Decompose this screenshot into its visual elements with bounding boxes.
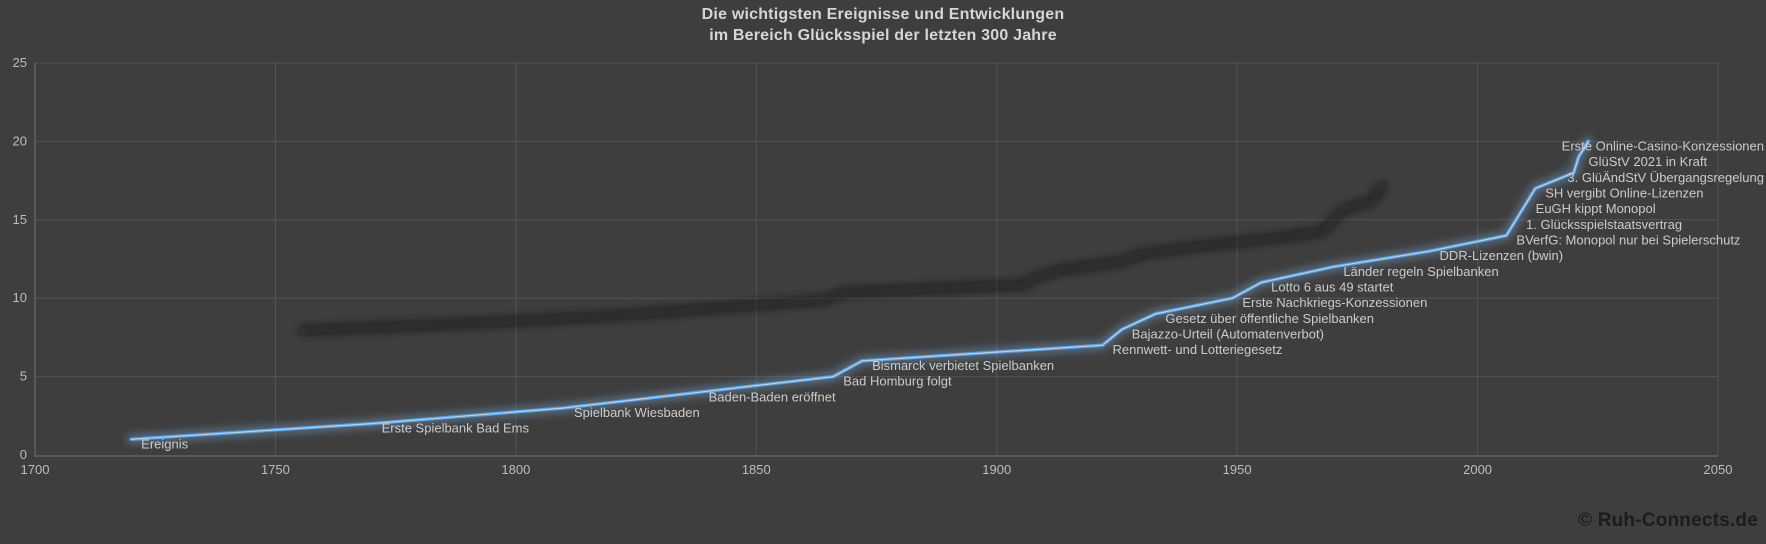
event-label: DDR-Lizenzen (bwin) [1439, 248, 1563, 263]
event-line-core [130, 140, 1589, 440]
event-label: Erste Nachkriegs-Konzessionen [1242, 295, 1427, 310]
chart-title: Die wichtigsten Ereignisse und Entwicklu… [0, 4, 1766, 46]
y-tick-label: 20 [13, 133, 27, 148]
chart-title-line2: im Bereich Glücksspiel der letzten 300 J… [709, 27, 1057, 44]
event-label: SH vergibt Online-Lizenzen [1545, 185, 1703, 200]
event-label: Baden-Baden eröffnet [709, 389, 836, 404]
series-layer [126, 136, 1594, 445]
x-tick-label: 1800 [501, 462, 530, 477]
event-label: Länder regeln Spielbanken [1343, 264, 1498, 279]
event-label: Lotto 6 aus 49 startet [1271, 280, 1394, 295]
event-label: Ereignis [141, 436, 188, 451]
event-label: BVerfG: Monopol nur bei Spielerschutz [1516, 232, 1740, 247]
x-tick-label: 1950 [1223, 462, 1252, 477]
event-label: GlüStV 2021 in Kraft [1589, 154, 1708, 169]
x-tick-label: 2000 [1463, 462, 1492, 477]
event-label: Bajazzo-Urteil (Automatenverbot) [1132, 327, 1324, 342]
event-label: Spielbank Wiesbaden [574, 405, 700, 420]
copyright-credit: © Ruh-Connects.de [1578, 510, 1758, 531]
x-tick-label: 1900 [982, 462, 1011, 477]
event-line-shadow [298, 182, 1387, 334]
axis-tick-layer: 1700 1750 1800 1850 1900 1950 2000 2050 0 5 10 15 20… [13, 55, 1733, 477]
event-label-layer: Ereignis Erste Spielbank Bad Ems Spielbank… [141, 138, 1764, 451]
y-tick-label: 0 [20, 447, 27, 462]
y-tick-label: 25 [13, 55, 27, 70]
event-label: EuGH kippt Monopol [1536, 201, 1656, 216]
chart-title-line1: Die wichtigsten Ereignisse und Entwicklu… [701, 6, 1065, 23]
event-label: Bismarck verbietet Spielbanken [872, 358, 1054, 373]
y-tick-label: 15 [13, 212, 27, 227]
event-label: 3. GlüÄndStV Übergangsregelung [1567, 170, 1764, 185]
event-label: Erste Online-Casino-Konzessionen [1562, 138, 1764, 153]
x-tick-label: 1700 [21, 462, 50, 477]
event-label: Bad Homburg folgt [843, 374, 952, 389]
event-label: Rennwett- und Lotteriegesetz [1113, 342, 1283, 357]
event-label: 1. Glücksspielstaatsvertrag [1526, 217, 1682, 232]
y-tick-label: 5 [20, 369, 27, 384]
event-label: Gesetz über öffentliche Spielbanken [1165, 311, 1374, 326]
x-tick-label: 1850 [742, 462, 771, 477]
x-tick-label: 1750 [261, 462, 290, 477]
x-tick-label: 2050 [1704, 462, 1733, 477]
event-label: Erste Spielbank Bad Ems [382, 421, 530, 436]
y-tick-label: 10 [13, 290, 27, 305]
